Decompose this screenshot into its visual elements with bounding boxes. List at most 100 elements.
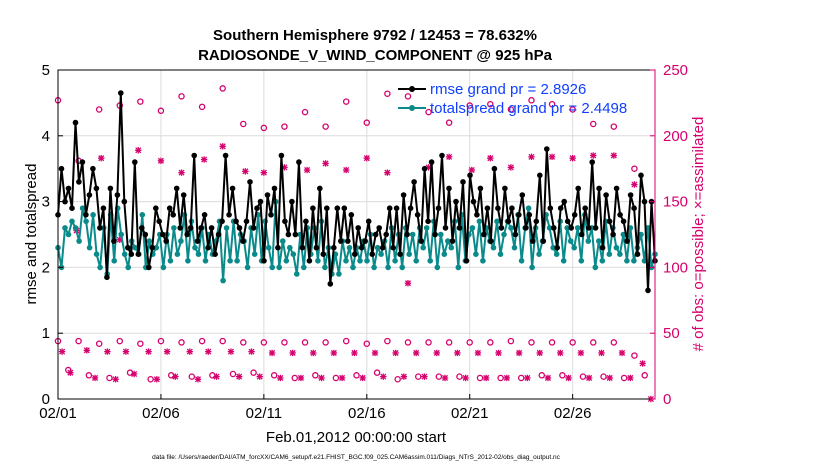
obs-assimilated-marker-56: [445, 153, 453, 161]
right-tick-label-5: 250: [663, 62, 688, 79]
totalspread-point-3: [65, 231, 72, 238]
obs-assim-stroke-d2: [577, 349, 584, 356]
rmse-point-49: [226, 212, 232, 218]
totalspread-point-37: [185, 258, 191, 264]
x-tick-label-3: 02/16: [348, 405, 386, 422]
obs-assimilated-marker-4: [91, 374, 99, 382]
obs-assimilated-marker-59: [468, 166, 475, 174]
obs-possible-marker-10: [116, 337, 124, 345]
obs-possible-marker-35: [291, 374, 298, 382]
totalspread-point-162: [624, 258, 630, 264]
rmse-point-168: [641, 198, 648, 205]
obs-assim-stroke-d2: [242, 168, 249, 175]
obs-assim-stroke-d2: [201, 156, 208, 163]
obs-assim-stroke-d2: [351, 349, 358, 356]
obs-assim-stroke-d2: [330, 349, 337, 356]
rmse-point-52: [236, 225, 243, 231]
totalspread-point-118: [469, 225, 476, 231]
rmse-point-77: [324, 205, 330, 211]
obs-assim-stroke-d2: [619, 349, 626, 356]
rmse-point-39: [191, 152, 197, 159]
obs-assim-stroke-d2: [372, 349, 379, 356]
left-tick-label-1: 1: [42, 325, 50, 342]
obs-assimilated-marker-73: [565, 374, 572, 382]
rmse-point-144: [557, 205, 564, 211]
obs-assim-stroke-d2: [507, 164, 514, 171]
rmse-point-111: [442, 225, 449, 231]
totalspread-point-130: [511, 244, 518, 251]
totalspread-point-28: [153, 244, 160, 251]
obs-assim-stroke-d2: [474, 349, 481, 356]
obs-possible-marker-41: [332, 374, 340, 382]
obs-assimilated-marker-6: [104, 348, 111, 355]
rmse-point-127: [498, 225, 505, 231]
legend: rmse grand pr = 2.8926 totalspread grand…: [398, 81, 627, 117]
obs-possible-marker-63: [487, 100, 494, 108]
totalspread-point-105: [423, 225, 430, 231]
obs-assimilated-marker-34: [297, 374, 305, 382]
obs-assim-stroke-d2: [400, 373, 407, 380]
obs-possible-marker-82: [610, 339, 618, 346]
obs-assim-stroke-d2: [524, 374, 531, 381]
obs-assimilated-marker-66: [515, 349, 523, 357]
obs-possible-marker-42: [342, 98, 350, 105]
totalspread-point-22: [132, 244, 139, 251]
rmse-point-83: [345, 238, 351, 244]
obs-assimilated-marker-16: [172, 373, 179, 380]
rmse-point-19: [121, 198, 128, 205]
obs-assim-stroke-d2: [164, 348, 171, 355]
obs-assim-stroke-d2: [104, 348, 111, 355]
rmse-point-10: [90, 165, 96, 172]
totalspread-point-160: [617, 251, 623, 257]
obs-assim-stroke-d2: [639, 360, 646, 367]
rmse-point-14: [104, 274, 110, 281]
totalspread-point-16: [111, 258, 117, 264]
rmse-point-31: [163, 238, 169, 244]
totalspread-point-84: [350, 264, 356, 271]
obs-assimilated-marker-71: [548, 153, 556, 161]
rmse-point-29: [156, 218, 162, 225]
obs-assimilated-marker-78: [598, 349, 605, 357]
obs-assim-stroke-d2: [462, 374, 469, 381]
rmse-point-42: [201, 212, 208, 218]
obs-assim-stroke-d2: [516, 349, 523, 356]
obs-possible-marker-45: [363, 119, 371, 126]
totalspread-point-6: [76, 238, 82, 244]
totalspread-point-8: [83, 218, 89, 225]
obs-possible-marker-27: [240, 120, 247, 128]
totalspread-point-126: [497, 251, 504, 257]
rmse-point-69: [296, 159, 302, 165]
rmse-point-169: [645, 287, 651, 294]
totalspread-point-144: [560, 258, 567, 264]
obs-assim-stroke-d2: [557, 349, 564, 356]
rmse-point-94: [383, 231, 390, 238]
obs-assim-stroke-d2: [610, 152, 617, 159]
rmse-point-97: [393, 205, 400, 211]
totalspread-point-141: [550, 244, 556, 251]
obs-assim-stroke-d2: [157, 157, 164, 164]
obs-assimilated-marker-43: [359, 374, 366, 382]
rmse-point-159: [610, 231, 616, 238]
rmse-point-68: [292, 231, 299, 238]
obs-possible-marker-56: [435, 373, 443, 380]
obs-assimilated-marker-58: [462, 374, 469, 382]
rmse-point-126: [495, 205, 501, 211]
totalspread-point-90: [371, 264, 377, 271]
rmse-point-120: [474, 212, 480, 218]
chart-title-line2: RADIOSONDE_V_WIND_COMPONENT @ 925 hPa: [198, 47, 553, 64]
rmse-point-115: [456, 225, 463, 231]
series-lines: [55, 90, 658, 294]
obs-assim-stroke-d2: [590, 152, 597, 159]
rmse-point-60: [264, 192, 271, 198]
obs-assimilated-marker-25: [235, 373, 243, 380]
rmse-point-32: [166, 205, 173, 211]
obs-assim-stroke-d2: [227, 348, 234, 355]
obs-assimilated-marker-44: [363, 154, 370, 162]
rmse-point-13: [100, 205, 107, 211]
obs-assim-stroke-d2: [544, 374, 551, 381]
obs-possible-marker-69: [528, 97, 535, 104]
obs-assimilated-marker-24: [227, 348, 235, 355]
rmse-point-48: [222, 152, 229, 159]
obs-assim-stroke-d2: [310, 349, 317, 356]
obs-possible-marker-59: [456, 373, 463, 380]
